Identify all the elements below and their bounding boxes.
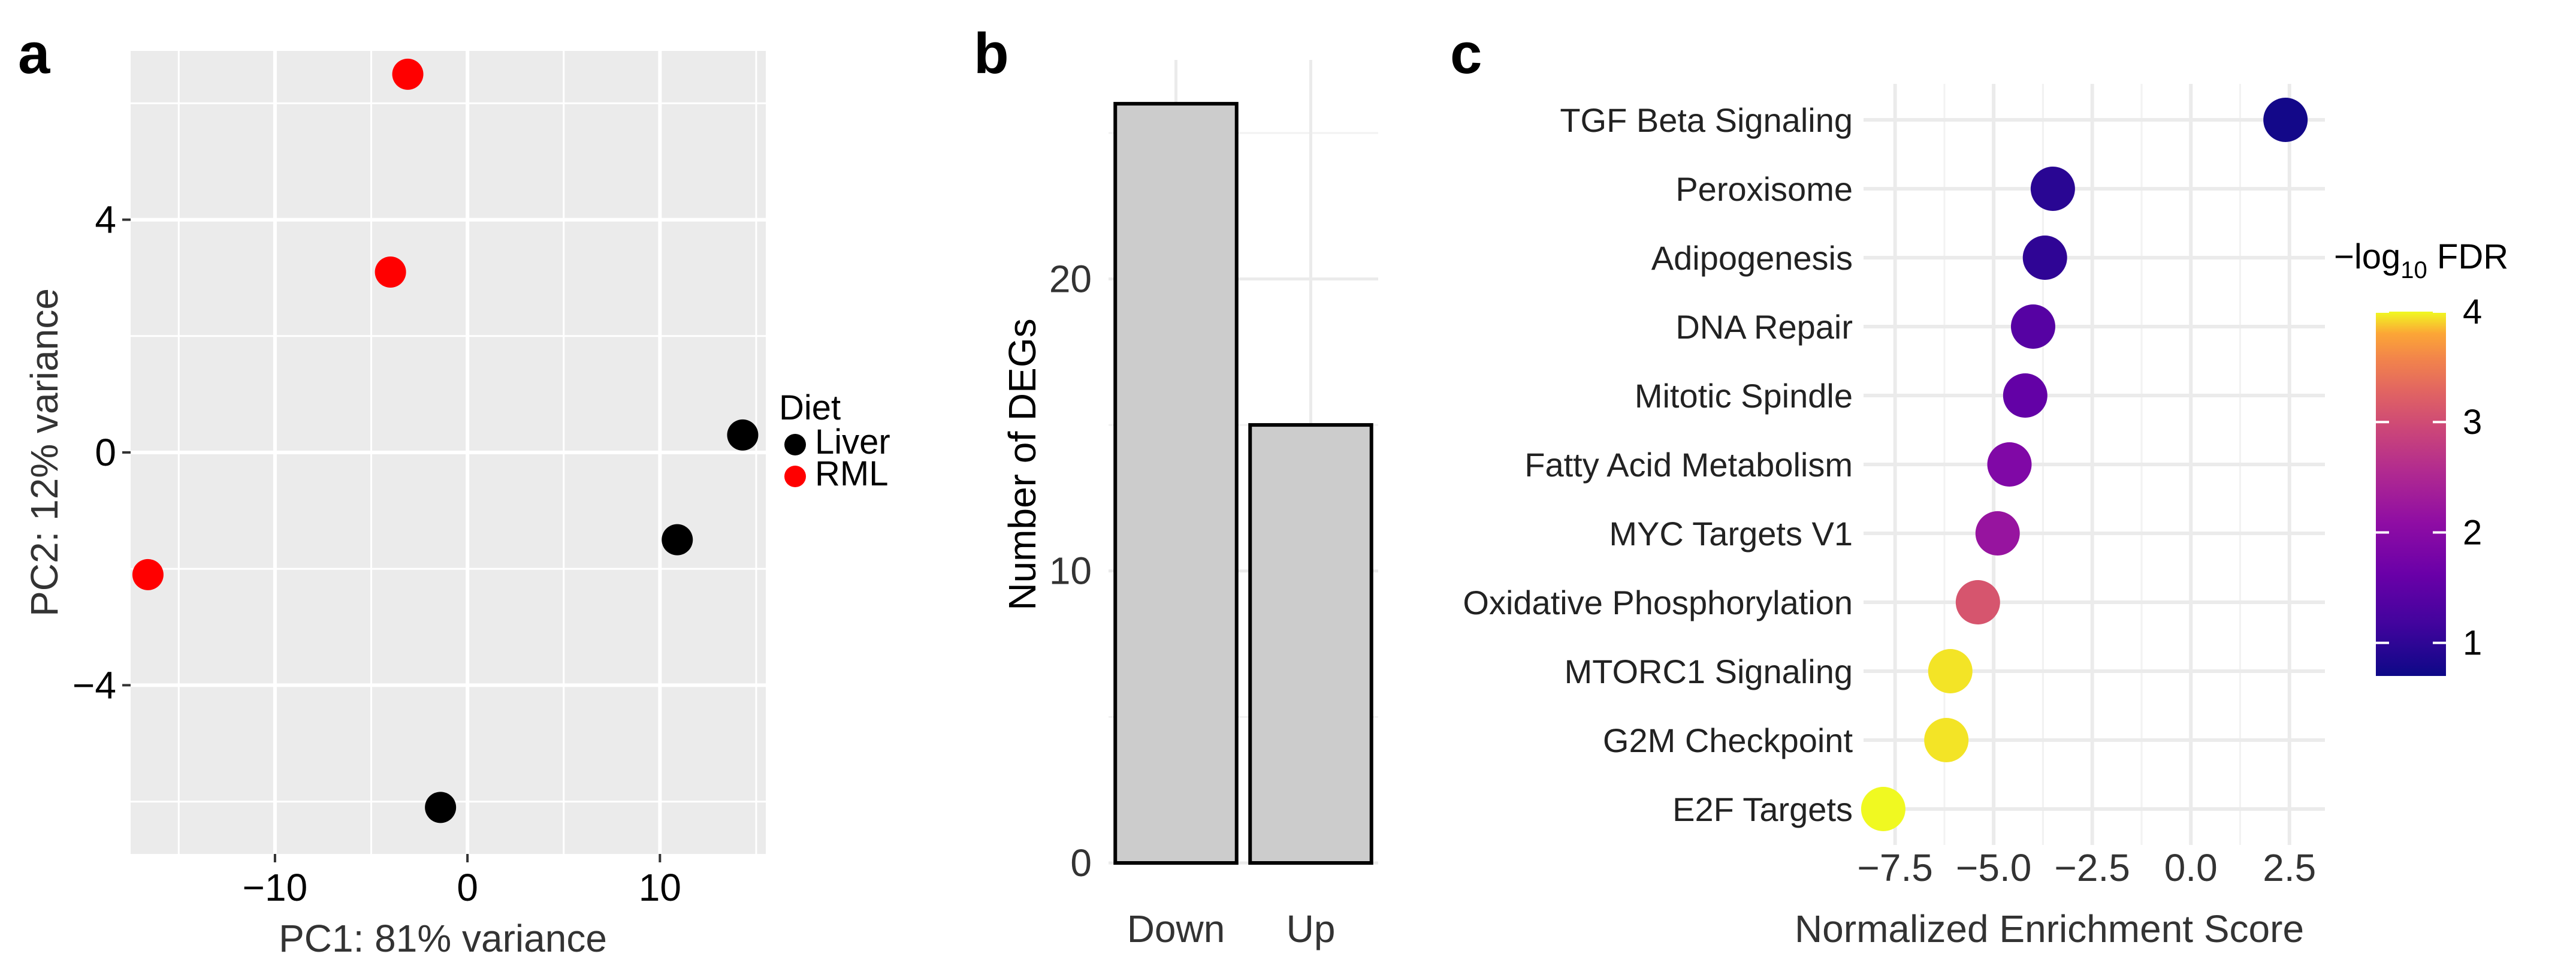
gsea-point (2022, 236, 2067, 280)
gsea-x-tick-label: −2.5 (2055, 846, 2130, 889)
gsea-x-tick-label: −5.0 (1956, 846, 2031, 889)
pca-x-tick-label: −10 (243, 866, 308, 909)
legend-key-liver (784, 434, 806, 455)
pca-point-liver (662, 524, 693, 556)
bar-y-tick-label: 0 (1070, 841, 1092, 885)
gsea-x-axis-title: Normalized Enrichment Score (1795, 907, 2304, 950)
gsea-x-tick-label: 2.5 (2263, 846, 2316, 889)
pca-y-tick-label: −4 (73, 663, 116, 707)
deg-bar-panel: 0 10 20 Down Up Number of DEGs (1001, 60, 1378, 950)
gsea-pathway-label: TGF Beta Signaling (1560, 101, 1853, 139)
bar-x-tick-label: Up (1287, 907, 1336, 950)
legend-title: Diet (779, 388, 841, 427)
pca-y-axis-title: PC2: 12% variance (23, 288, 66, 617)
gsea-point (2003, 373, 2047, 418)
panel-label-a: a (18, 22, 50, 86)
gsea-pathway-label: Oxidative Phosphorylation (1463, 584, 1853, 621)
pca-axes: −10 0 10 −4 0 4 (73, 198, 681, 909)
colorbar-title-subscript: 10 (2400, 257, 2427, 283)
bar-bars (1113, 102, 1373, 865)
gsea-gridlines (1864, 84, 2325, 845)
colorbar-ticks: 1 2 3 4 (2376, 292, 2482, 663)
gsea-point (1975, 511, 2020, 556)
gsea-point (2010, 304, 2055, 349)
gsea-pathway-label: Fatty Acid Metabolism (1524, 446, 1853, 484)
colorbar-tick-label: 1 (2463, 624, 2482, 663)
pca-panel: −10 0 10 −4 0 4 PC1: 81% variance PC2: 12% va… (23, 51, 890, 960)
colorbar-title-prefix: −log (2334, 237, 2400, 276)
panel-label-b: b (974, 22, 1009, 86)
colorbar-bar (2376, 312, 2446, 676)
gsea-panel: −7.5 −5.0 −2.5 0.0 2.5 TGF Beta Signaling Pero… (1463, 84, 2508, 950)
gsea-pathway-label: Mitotic Spindle (1635, 377, 1853, 415)
bar-up (1248, 423, 1373, 865)
gsea-x-tick-label: −7.5 (1857, 846, 1932, 889)
pca-legend: Diet Liver RML (779, 388, 890, 493)
legend-key-rml (784, 466, 806, 487)
colorbar-tick-label: 2 (2463, 513, 2482, 552)
gsea-pathway-label: MTORC1 Signaling (1565, 653, 1853, 690)
gsea-point (1928, 649, 1973, 693)
legend-label-rml: RML (815, 454, 888, 493)
gsea-pathway-label: E2F Targets (1672, 790, 1853, 828)
pca-x-tick-label: 0 (457, 866, 478, 909)
bar-x-tick-label: Down (1127, 907, 1225, 950)
pca-x-axis-title: PC1: 81% variance (279, 917, 607, 960)
pca-point-rml (375, 256, 406, 288)
gsea-x-tick-label: 0.0 (2164, 846, 2218, 889)
pca-gridlines (131, 51, 766, 854)
gsea-axes: −7.5 −5.0 −2.5 0.0 2.5 TGF Beta Signaling Pero… (1463, 101, 2316, 889)
pca-point-rml (132, 559, 164, 590)
bar-y-tick-label: 20 (1049, 257, 1092, 300)
pca-point-rml (392, 58, 424, 90)
gsea-pathway-label: MYC Targets V1 (1609, 515, 1853, 553)
gsea-points (1861, 98, 2308, 831)
gsea-pathway-label: Peroxisome (1675, 170, 1853, 208)
bar-axes: 0 10 20 Down Up (1049, 257, 1336, 950)
legend-label-liver: Liver (815, 422, 890, 461)
gsea-point (1924, 718, 1969, 762)
gsea-pathway-label: G2M Checkpoint (1603, 722, 1853, 759)
bar-y-tick-label: 10 (1049, 550, 1092, 593)
bar-y-axis-title: Number of DEGs (1001, 318, 1044, 610)
pca-y-tick-label: 4 (95, 198, 116, 242)
gsea-colorbar: −log10 FDR 1 2 3 4 (2334, 237, 2508, 676)
gsea-point (1955, 580, 2000, 624)
gsea-pathway-label: Adipogenesis (1651, 239, 1853, 277)
colorbar-title: −log10 FDR (2334, 237, 2508, 283)
gsea-pathway-label: DNA Repair (1675, 308, 1853, 346)
gsea-point (1861, 787, 1905, 831)
gsea-point (2263, 98, 2308, 142)
pca-y-tick-label: 0 (95, 431, 116, 474)
pca-point-liver (425, 792, 457, 823)
pca-points (132, 58, 759, 823)
colorbar-tick-label: 3 (2463, 403, 2482, 442)
pca-point-liver (727, 419, 759, 451)
bar-down (1113, 102, 1239, 865)
pca-x-tick-label: 10 (639, 866, 681, 909)
colorbar-title-suffix: FDR (2427, 237, 2508, 276)
colorbar-tick-label: 4 (2463, 292, 2482, 331)
panel-label-c: c (1450, 22, 1482, 86)
gsea-point (2030, 167, 2075, 211)
gsea-point (1987, 442, 2032, 487)
